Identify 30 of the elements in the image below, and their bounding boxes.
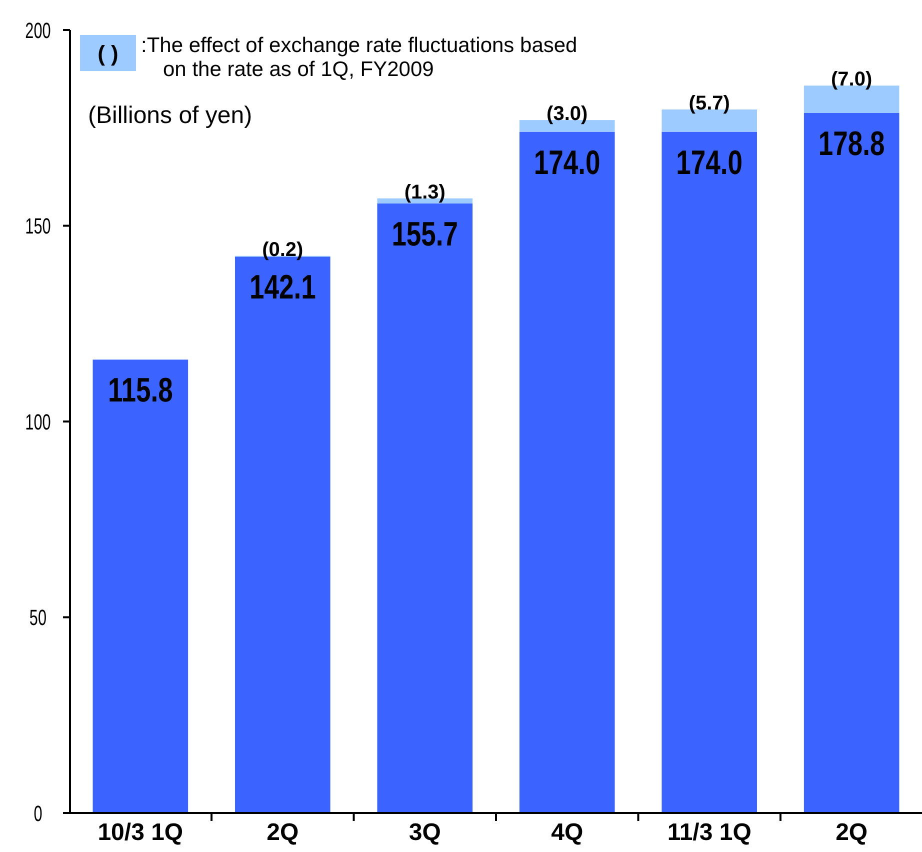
annotation: ( ) — [98, 41, 118, 66]
data-label: 174.0 — [534, 144, 600, 182]
data-label: 155.7 — [392, 215, 458, 254]
y-tick-label: 100 — [25, 410, 51, 436]
bar — [804, 113, 900, 813]
y-tick-label: 200 — [25, 19, 51, 44]
data-label: (1.3) — [404, 181, 446, 204]
x-tick-label: 4Q — [551, 819, 584, 846]
data-label: 142.1 — [249, 268, 316, 306]
y-tick-label: 150 — [25, 215, 51, 240]
data-label: (7.0) — [831, 68, 872, 91]
x-tick-label: 3Q — [408, 819, 441, 846]
data-label: (5.7) — [688, 92, 730, 114]
y-tick-label: 50 — [29, 606, 47, 632]
data-label: (3.0) — [546, 103, 588, 126]
x-tick-label: 2Q — [266, 819, 299, 846]
data-label: 178.8 — [818, 124, 885, 163]
y-tick-label: 0 — [34, 802, 42, 827]
data-label: (0.2) — [262, 238, 304, 261]
y-axis-title: (Billions of yen) — [88, 102, 252, 129]
x-tick-label: 11/3 1Q — [667, 819, 752, 846]
bar — [92, 360, 188, 813]
data-label: 174.0 — [676, 144, 743, 182]
data-label: 115.8 — [108, 372, 173, 410]
bar — [377, 203, 473, 813]
legend-label: :The effect of exchange rate fluctuations based on the rate as of 1Q, FY2009 — [141, 34, 578, 81]
x-tick-label: 2Q — [836, 819, 868, 846]
bar — [662, 132, 758, 813]
x-tick-label: 10/3 1Q — [98, 819, 184, 846]
bar — [519, 132, 615, 813]
